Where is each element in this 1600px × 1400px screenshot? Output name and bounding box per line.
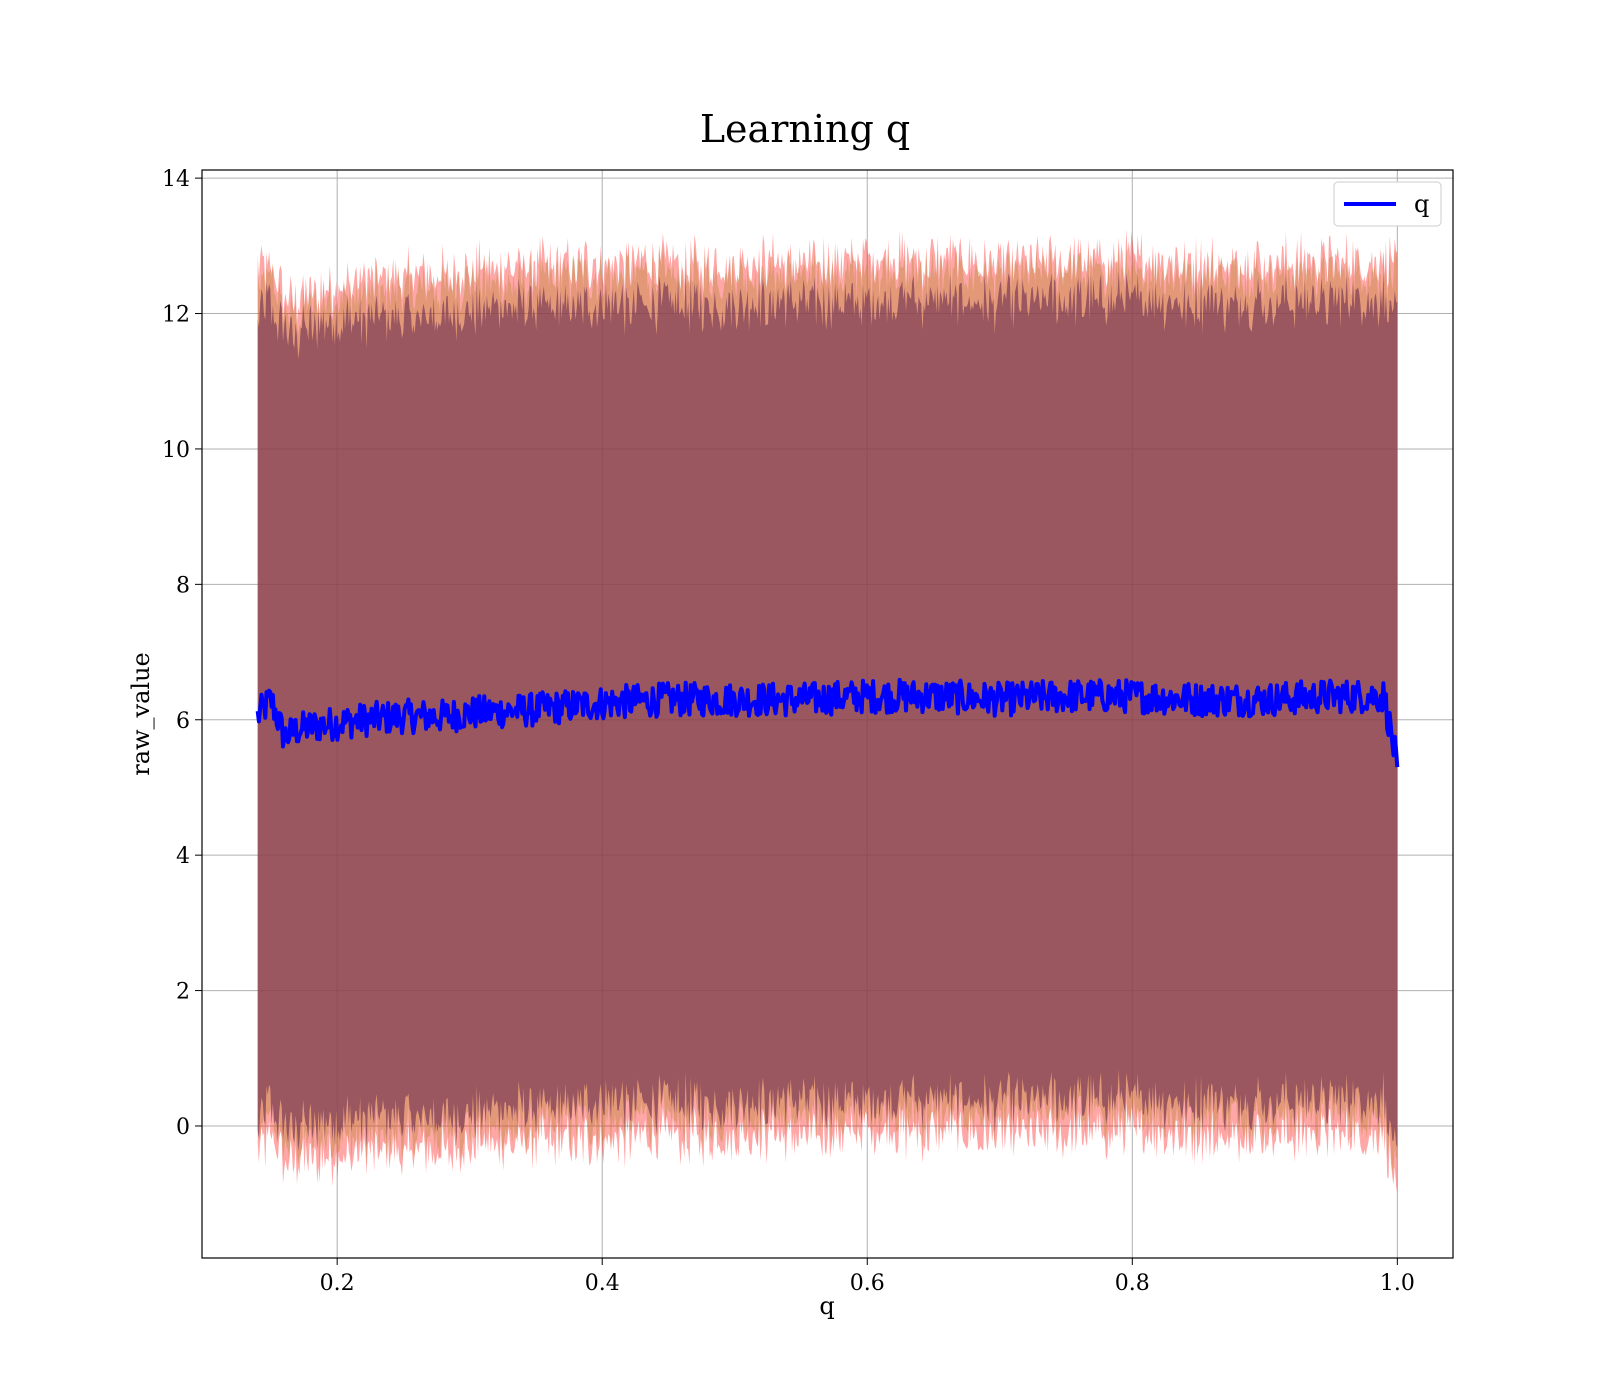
legend: q	[1333, 181, 1442, 227]
series	[255, 677, 1400, 768]
y-tick-label: 10	[162, 438, 190, 463]
y-axis-label: raw_value	[127, 652, 155, 776]
y-tick-label: 2	[176, 980, 190, 1005]
ticks: 0.2 0.4 0.6 0.8 1.0 0 2 4 6 8 10 12 14	[162, 167, 1415, 1296]
x-tick-label: 0.8	[1115, 1271, 1150, 1296]
x-tick-label: 1.0	[1380, 1271, 1415, 1296]
y-tick-label: 12	[162, 303, 190, 328]
y-tick-label: 8	[176, 573, 190, 598]
y-tick-label: 4	[176, 844, 190, 869]
series-line-q	[255, 677, 1400, 768]
x-tick-label: 0.4	[585, 1271, 620, 1296]
chart-title: Learning q	[700, 107, 910, 151]
x-tick-label: 0.6	[850, 1271, 885, 1296]
y-tick-label: 14	[162, 167, 190, 192]
plot-frame	[201, 169, 1454, 1259]
x-axis-label: q	[819, 1292, 834, 1320]
y-tick-label: 0	[176, 1115, 190, 1140]
legend-label-q: q	[1414, 190, 1429, 218]
x-tick-label: 0.2	[320, 1271, 355, 1296]
y-tick-label: 6	[176, 709, 190, 734]
